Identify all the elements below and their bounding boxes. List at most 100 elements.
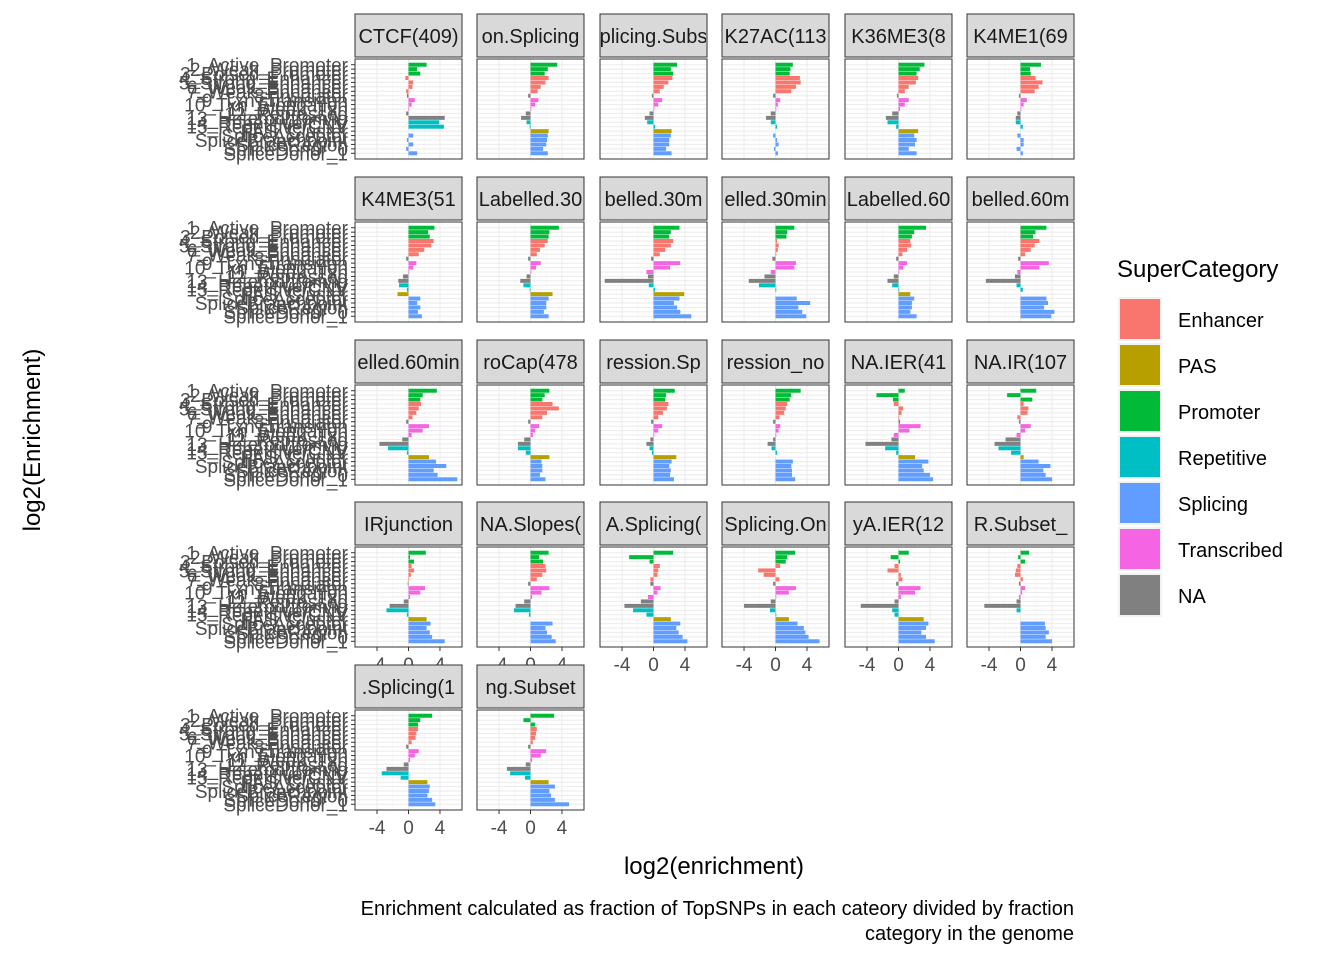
facet-panel: roCap(478: [476, 339, 585, 486]
bar: [898, 410, 902, 415]
bar: [775, 265, 795, 270]
bar: [653, 617, 671, 622]
y-tick-label: 3_Poised_Promoter: [180, 716, 349, 737]
bar: [744, 603, 776, 608]
bar: [530, 639, 556, 644]
facet-strip-label: elled.30min: [724, 189, 826, 211]
x-tick-label: 4: [680, 655, 691, 676]
bar: [898, 621, 929, 626]
bar: [530, 749, 547, 754]
bar: [408, 555, 411, 560]
legend-item: PAS: [1118, 343, 1217, 387]
bar: [530, 243, 545, 248]
bar: [758, 568, 776, 573]
bar: [775, 428, 779, 433]
y-tick-label: 5_Strong_Enhancer: [179, 73, 349, 94]
y-tick-label: 8_Insulator: [254, 575, 349, 596]
bar: [408, 634, 433, 639]
bar: [649, 559, 654, 564]
bar: [530, 292, 553, 297]
bar: [1020, 309, 1055, 314]
bar: [653, 590, 658, 595]
facet-panel: ng.Subset -4 0 4: [476, 664, 585, 839]
x-tick-label: 0: [403, 818, 414, 839]
facet-panel: ression_no: [721, 339, 830, 486]
y-tick-label: 6_Weak_Enhancer: [187, 566, 349, 587]
bar: [770, 120, 776, 125]
bar: [406, 256, 409, 261]
bar: [653, 287, 656, 292]
y-tick-label: 14_Repetitive/CNV: [186, 276, 348, 297]
bar: [517, 446, 531, 451]
bar: [1015, 568, 1021, 573]
bar: [649, 111, 654, 116]
bar: [408, 301, 418, 305]
bar: [530, 468, 543, 473]
bar: [1020, 124, 1023, 129]
y-tick-label: 10_Txn_Elongation: [184, 584, 348, 605]
bar: [379, 441, 409, 446]
bar: [898, 572, 901, 577]
legend-key: [1120, 437, 1160, 477]
bar: [898, 287, 900, 292]
bar: [530, 270, 532, 274]
bar: [775, 564, 781, 568]
bar: [775, 626, 804, 630]
facet-strip-label: IRjunction: [364, 514, 453, 536]
y-tick-label: SpliceDonor_1: [223, 144, 348, 165]
bar: [984, 603, 1021, 608]
bar: [653, 424, 663, 429]
bar: [898, 67, 920, 72]
bar: [530, 464, 543, 468]
bar: [530, 142, 547, 147]
bar: [408, 98, 415, 103]
bar: [1011, 450, 1021, 455]
bar: [381, 771, 409, 776]
bar: [1020, 89, 1035, 94]
bar: [1016, 599, 1021, 604]
bar: [653, 309, 681, 314]
y-tick-label: SpliceBranchpoint: [195, 619, 349, 640]
facet-panel: plicing.Subs: [599, 13, 708, 160]
bar: [530, 146, 544, 151]
bar: [386, 608, 409, 613]
bar: [528, 744, 531, 749]
bar: [408, 252, 419, 257]
bar: [653, 410, 663, 415]
y-tick-label: 7_Weak_Enhancer: [187, 82, 349, 103]
bar: [651, 450, 654, 455]
bar: [649, 446, 654, 451]
bar: [887, 278, 899, 283]
bar: [892, 397, 899, 402]
y-tick-label: SpliceDonor_1: [223, 632, 348, 653]
bar: [775, 450, 778, 455]
y-tick-label: 3_Poised_Promoter: [180, 228, 349, 249]
y-tick-label: SpliceDonor_0: [223, 303, 348, 324]
bar: [408, 296, 421, 301]
y-tick-label: SpliceRegion: [236, 623, 348, 644]
x-tick-label: 4: [557, 818, 568, 839]
bar: [408, 455, 429, 460]
bar: [526, 274, 531, 279]
bar: [994, 441, 1021, 446]
bar: [1020, 239, 1040, 243]
bar: [517, 441, 531, 446]
bar: [530, 753, 541, 758]
bar: [604, 278, 654, 283]
bar: [898, 107, 901, 111]
bar: [898, 477, 934, 482]
legend-item: Enhancer: [1118, 297, 1264, 341]
panel-border: [844, 221, 953, 323]
y-axis-title: log2(Enrichment): [19, 349, 46, 532]
bar: [653, 464, 670, 468]
facet-panel: .Splicing(1 1_Active_Promoter2_Weak_Promo…: [179, 664, 463, 839]
bar: [1016, 146, 1021, 151]
y-tick-label: 10_Txn_Elongation: [184, 422, 348, 443]
y-tick-label: 11_Weak_Txn: [227, 263, 348, 284]
bar: [408, 124, 444, 129]
bar: [644, 115, 654, 120]
bar: [530, 433, 533, 437]
bar: [775, 393, 792, 398]
y-tick-label: SpliceAcceptor: [221, 453, 348, 474]
y-tick-label: 9_Txn_Transition: [202, 417, 348, 438]
